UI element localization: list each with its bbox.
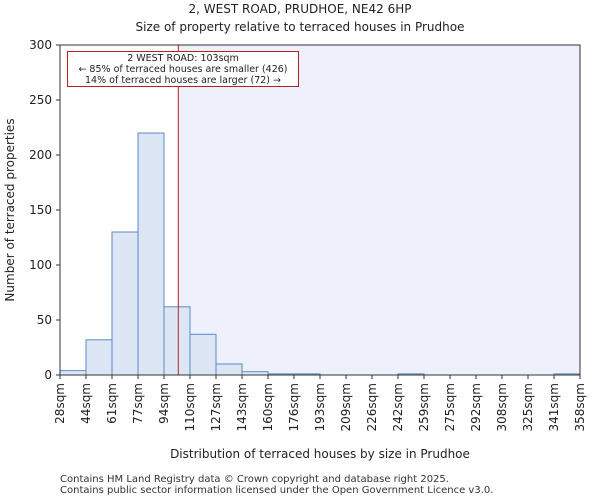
x-tick-label: 176sqm [287,383,301,431]
chart-subtitle: Size of property relative to terraced ho… [135,20,465,34]
x-tick-label: 28sqm [53,383,67,424]
y-tick-label: 200 [29,148,52,162]
x-tick-label: 77sqm [131,383,145,424]
x-tick-label: 160sqm [261,383,275,431]
bar-110sqm [189,333,217,376]
bar-28sqm [59,370,87,376]
x-tick-label: 242sqm [391,383,405,431]
x-tick-label: 193sqm [313,383,327,431]
bar-127sqm [215,363,243,376]
y-tick-label: 0 [44,368,52,382]
x-tick-label: 44sqm [79,383,93,424]
x-tick-label: 143sqm [235,383,249,431]
annotation-line-1: 2 WEST ROAD: 103sqm [127,53,239,64]
x-tick-label: 275sqm [443,383,457,431]
histogram-chart: 0 50 100 150 200 250 300 28sqm 44sqm 61sqm 77sqm 94… [3,38,587,461]
x-tick-label: 110sqm [183,383,197,431]
x-tick-label: 127sqm [209,383,223,431]
x-tick-label: 209sqm [339,383,353,431]
bar-61sqm [111,231,139,376]
chart-title: 2, WEST ROAD, PRUDHOE, NE42 6HP [188,2,412,16]
y-tick-label: 100 [29,258,52,272]
footer-line-1: Contains HM Land Registry data © Crown c… [60,474,449,485]
bar-44sqm [85,339,113,376]
x-tick-label: 325sqm [521,383,535,431]
annotation-line-3: 14% of terraced houses are larger (72) → [85,75,281,86]
y-tick-label: 50 [37,313,52,327]
y-tick-label: 250 [29,93,52,107]
x-tick-label: 226sqm [365,383,379,431]
x-tick-label: 94sqm [157,383,171,424]
bar-94sqm [163,306,191,376]
y-axis-label: Number of terraced properties [3,118,17,301]
x-tick-label: 358sqm [573,383,587,431]
x-tick-label: 61sqm [105,383,119,424]
y-tick-label: 300 [29,38,52,52]
x-tick-label: 341sqm [547,383,561,431]
larger-region-shade [178,45,581,375]
x-tick-label: 292sqm [469,383,483,431]
annotation-line-2: ← 85% of terraced houses are smaller (42… [78,64,288,75]
x-axis-label: Distribution of terraced houses by size … [170,447,470,461]
marker-annotation: 2 WEST ROAD: 103sqm ← 85% of terraced ho… [67,51,299,87]
bar-77sqm [137,132,165,376]
y-tick-label: 150 [29,203,52,217]
x-tick-label: 308sqm [495,383,509,431]
x-tick-label: 259sqm [417,383,431,431]
footer-line-2: Contains public sector information licen… [60,485,494,496]
